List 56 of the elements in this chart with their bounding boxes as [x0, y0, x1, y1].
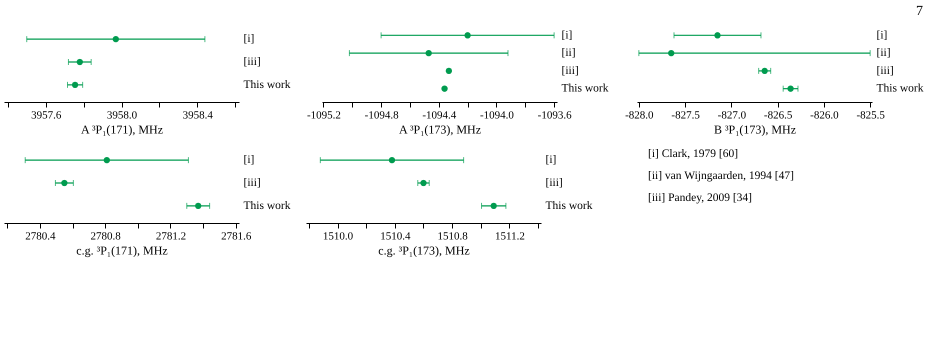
point [714, 32, 721, 38]
y-tick-label: [ii] [562, 47, 576, 60]
x-tick-label: 2781.6 [221, 230, 252, 242]
x-tick-label: -828.0 [625, 110, 654, 122]
x-tick-label: -827.0 [718, 110, 747, 122]
y-tick-label: [ii] [876, 47, 891, 60]
x-tick-label: 3957.6 [31, 110, 62, 122]
point [464, 32, 471, 38]
x-tick-label: 3958.4 [182, 110, 214, 122]
y-tick-label: [i] [562, 29, 572, 42]
x-tick-label: 1510.8 [438, 230, 468, 242]
y-tick-label: [iii] [546, 177, 563, 189]
y-tick-label: This work [244, 200, 291, 212]
x-tick-label: -1094.4 [422, 110, 457, 122]
x-tick-label: 3958.0 [106, 110, 138, 122]
point [426, 50, 432, 56]
y-tick-label: This work [546, 200, 593, 212]
x-axis-title: A ³P₁(171), MHz [80, 122, 164, 136]
x-tick-label: -826.5 [764, 110, 793, 122]
x-tick-label: -1093.6 [538, 110, 572, 122]
point [446, 68, 452, 74]
y-tick-label: [iii] [244, 177, 261, 189]
y-tick-label: [i] [876, 29, 888, 42]
x-tick-label: 2781.2 [156, 230, 186, 242]
y-tick-label: This work [562, 82, 609, 95]
y-tick-label: This work [244, 78, 291, 91]
point [441, 86, 448, 92]
y-tick-label: [i] [244, 33, 254, 46]
x-tick-label: -827.5 [671, 110, 700, 122]
y-tick-label: This work [876, 82, 924, 95]
x-tick-label: -1095.2 [306, 110, 341, 122]
y-tick-label: [i] [546, 154, 556, 166]
x-axis-title: c.g. ³P₁(173), MHz [378, 244, 470, 258]
x-tick-label: 1510.0 [322, 230, 354, 242]
x-tick-label: -1094.0 [480, 110, 514, 122]
x-axis-title: c.g. ³P₁(171), MHz [76, 244, 168, 258]
x-tick-label: 2780.4 [25, 230, 56, 242]
x-axis-title: B ³P₁(173), MHz [714, 122, 796, 136]
x-tick-label: -1094.8 [364, 110, 400, 122]
point [787, 86, 794, 92]
x-tick-label: 1511.2 [495, 230, 525, 242]
text: [i] Clark, 1979 [60] [648, 148, 738, 160]
text: 7 [916, 4, 923, 19]
y-tick-label: [iii] [562, 64, 579, 77]
x-tick-label: -825.5 [856, 110, 886, 122]
point [762, 68, 768, 74]
text: [ii] van Wijngaarden, 1994 [47] [648, 170, 794, 182]
y-tick-label: [iii] [244, 56, 261, 68]
x-tick-label: -826.0 [810, 110, 840, 122]
y-tick-label: [i] [244, 154, 254, 166]
x-axis-title: A ³P₁(173), MHz [398, 122, 482, 136]
text: [iii] Pandey, 2009 [34] [648, 192, 752, 204]
y-tick-label: [iii] [876, 64, 894, 77]
point [668, 50, 674, 56]
x-tick-label: 1510.4 [380, 230, 411, 242]
x-tick-label: 2780.8 [90, 230, 122, 242]
